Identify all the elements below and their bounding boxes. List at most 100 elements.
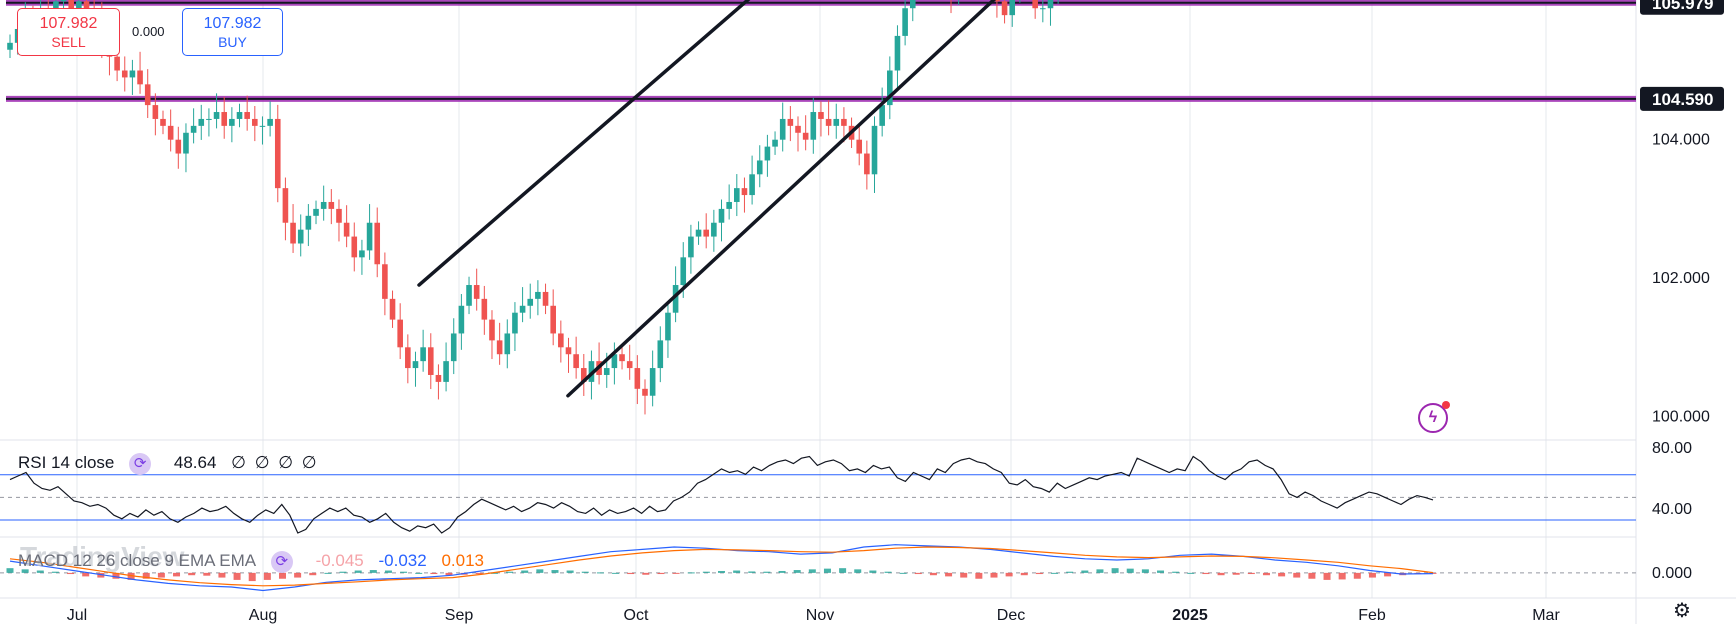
buy-button[interactable]: 107.982 BUY [182, 8, 283, 56]
macd-hist-bar [6, 568, 14, 573]
macd-hist-bar [1157, 570, 1165, 573]
candle-body [389, 298, 396, 320]
macd-hist-bar [1202, 572, 1210, 575]
macd-hist-bar [657, 572, 665, 575]
candle-body [619, 354, 625, 362]
macd-value: -0.032 [378, 551, 427, 571]
rsi-name: RSI 14 close [18, 453, 115, 473]
macd-hist-bar [369, 570, 377, 573]
macd-hist-bar [642, 572, 650, 575]
candle-body [374, 222, 381, 265]
candle-body [236, 112, 243, 119]
candle-body [764, 146, 771, 161]
macd-hist-bar [384, 570, 392, 573]
price-tags: 110.861109.351107.98213:28:42107.246105.… [1640, 0, 1724, 111]
macd-hist-bar [157, 572, 165, 578]
macd-hist-bar [112, 572, 120, 579]
lightning-icon[interactable]: ϟ [1418, 401, 1450, 433]
macd-hist-bar [1262, 572, 1270, 576]
macd-hist-bar [975, 572, 983, 579]
time-tick-label: Mar [1532, 607, 1560, 624]
candle-body [810, 112, 817, 140]
rsi-extra-4: ∅ [301, 453, 317, 473]
macd-pane [0, 544, 1636, 592]
macd-hist-bar [566, 570, 574, 573]
macd-hist-bar [672, 572, 680, 574]
gear-icon[interactable]: ⚙ [1673, 600, 1691, 622]
macd-hist-bar [67, 572, 75, 575]
macd-hist-bar [763, 571, 771, 573]
rsi-extra-2: ∅ [254, 453, 270, 473]
candle-body [435, 374, 442, 382]
candle-body [382, 264, 388, 299]
candle-body [902, 8, 908, 36]
signal-line [9, 546, 1434, 587]
candle-body [290, 222, 296, 244]
candle-body [190, 125, 197, 133]
candle-body [772, 139, 778, 147]
candle-body [183, 132, 189, 154]
candle-body [665, 312, 671, 341]
candle-body [359, 250, 365, 258]
macd-hist-bar [475, 572, 483, 575]
macd-hist-bar [869, 570, 877, 573]
candle-body [657, 340, 664, 369]
candle-body [259, 125, 266, 127]
macd-hist-bar [748, 571, 756, 573]
candle-body [297, 229, 304, 244]
macd-hist-bar [1217, 572, 1225, 576]
macd-hist-bar [430, 572, 438, 575]
candle-body [672, 285, 679, 313]
macd-hist-bar [1126, 568, 1134, 573]
candles [7, 0, 1059, 415]
rsi-value: 48.64 [173, 453, 217, 473]
macd-hist-bar [233, 572, 241, 580]
candle-body [580, 368, 587, 382]
macd-hist-bar [1020, 572, 1028, 576]
macd-hist-bar [1247, 572, 1255, 575]
candle-body [221, 112, 228, 126]
macd-hist-bar [687, 572, 695, 574]
rsi-extra-3: ∅ [278, 453, 294, 473]
rsi-legend[interactable]: RSI 14 close ⟳ 48.64 ∅ ∅ ∅ ∅ [18, 453, 327, 475]
candle-body [734, 188, 740, 202]
macd-hist-bar [778, 570, 786, 573]
candle-body [114, 56, 120, 71]
macd-signal-value: 0.013 [441, 551, 484, 571]
candle-body [450, 333, 457, 362]
macd-hist-bar [1172, 571, 1180, 573]
macd-hist-bar [127, 572, 135, 580]
candle-body [756, 160, 763, 175]
macd-hist-bar [1066, 571, 1074, 573]
macd-hist-bar [960, 572, 968, 578]
macd-legend[interactable]: MACD 12 26 close 9 EMA EMA ⟳ -0.045 -0.0… [18, 551, 494, 573]
candle-body [994, 0, 1000, 2]
candle-body [519, 305, 526, 313]
macd-hist-bar [490, 572, 498, 574]
rsi-extra-1: ∅ [231, 453, 246, 473]
candle-body [603, 368, 610, 375]
candle-body [420, 347, 426, 362]
macd-hist-bar [203, 572, 211, 576]
macd-hist-bar [188, 572, 196, 576]
settings-cycle-icon[interactable]: ⟳ [270, 551, 293, 573]
macd-hist-value: -0.045 [315, 551, 364, 571]
candle-body [336, 208, 342, 223]
buy-label: BUY [218, 34, 247, 50]
candle-body [542, 291, 549, 306]
macd-hist-bar [596, 572, 604, 574]
macd-hist-bar [1035, 572, 1043, 575]
macd-hist-bar [1384, 572, 1392, 577]
macd-hist-bar [142, 572, 150, 579]
horizontal-levels[interactable] [6, 0, 1636, 102]
candle-body [1009, 0, 1016, 16]
macd-hist-bar [1141, 569, 1149, 573]
settings-cycle-icon[interactable]: ⟳ [129, 453, 152, 475]
time-tick-label: Sep [445, 607, 474, 624]
candle-body [328, 201, 335, 209]
channel-lines[interactable] [417, 0, 1357, 398]
sell-button[interactable]: 107.982 SELL [17, 8, 120, 56]
macd-hist-bar [51, 571, 59, 573]
candle-body [206, 118, 212, 120]
